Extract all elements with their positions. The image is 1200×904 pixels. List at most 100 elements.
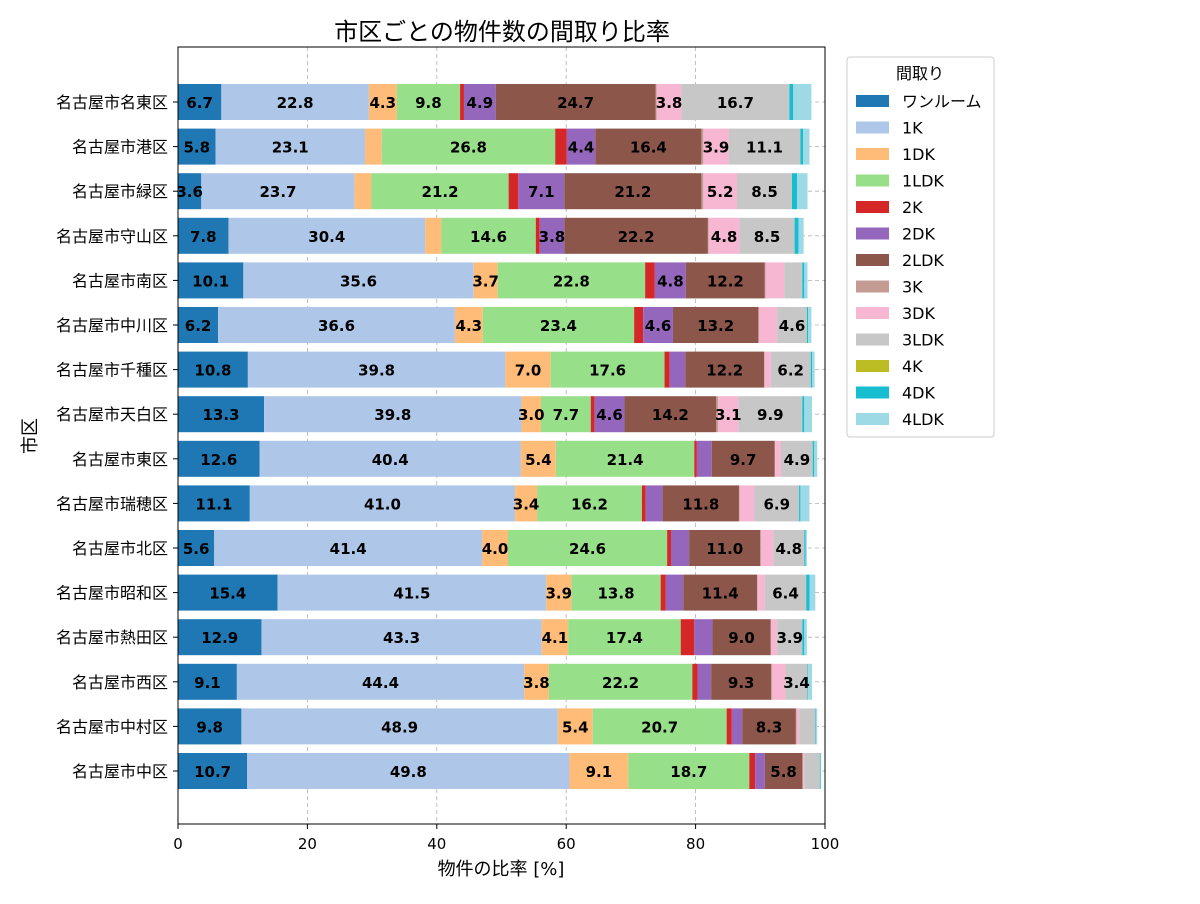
bar-value-label: 4.8 <box>711 228 738 246</box>
bar-segment <box>236 663 525 700</box>
bar-value-label: 49.8 <box>390 763 427 781</box>
bar-segment <box>807 663 809 700</box>
legend-swatch <box>856 280 889 293</box>
bar-segment <box>781 440 813 477</box>
bar-value-label: 3.0 <box>518 406 545 424</box>
bar-value-label: 7.1 <box>528 183 555 201</box>
bar-segment <box>550 351 665 388</box>
bar-segment <box>656 84 682 120</box>
bar-segment <box>178 351 248 388</box>
bar-value-label: 6.2 <box>185 317 212 335</box>
legend-swatch <box>856 174 889 187</box>
bar-segment <box>683 574 758 611</box>
bar-segment <box>645 485 663 522</box>
bar-segment <box>540 396 591 433</box>
x-tick-label: 0 <box>173 835 183 853</box>
bar-segment <box>739 485 755 522</box>
bar-segment <box>396 84 461 120</box>
bar-segment <box>759 307 778 343</box>
bar-value-label: 22.8 <box>277 94 314 112</box>
bar-value-label: 20.7 <box>641 718 678 736</box>
legend-label: 3DK <box>902 304 936 323</box>
bar-value-label: 7.0 <box>515 362 542 380</box>
bar-value-label: 4.6 <box>645 317 672 335</box>
bar-value-label: 3.6 <box>176 183 203 201</box>
legend-swatch <box>856 307 889 319</box>
bar-segment <box>381 128 556 165</box>
bar-value-label: 9.8 <box>196 718 223 736</box>
bar-segment <box>595 128 702 165</box>
bar-value-label: 3.8 <box>523 674 550 692</box>
bar-segment <box>680 619 695 656</box>
bar-value-label: 9.3 <box>728 674 755 692</box>
bar-segment <box>634 307 644 343</box>
bar-segment <box>541 619 569 656</box>
y-tick-label: 名古屋市南区 <box>72 271 168 290</box>
bar-value-label: 3.8 <box>656 94 683 112</box>
bar-segment <box>515 485 538 522</box>
bar-value-label: 5.8 <box>183 139 210 157</box>
bar-value-label: 9.1 <box>586 763 613 781</box>
bar-value-label: 6.4 <box>772 585 799 603</box>
bar-value-label: 3.9 <box>776 629 803 647</box>
bar-value-label: 23.7 <box>259 183 296 201</box>
bar-segment <box>785 663 808 700</box>
bar-segment <box>764 351 765 388</box>
y-axis-label: 市区 <box>20 418 41 454</box>
bar-value-label: 13.3 <box>203 406 240 424</box>
bar-segment <box>771 663 786 700</box>
bar-value-label: 9.7 <box>730 451 757 469</box>
bar-value-label: 16.2 <box>571 495 608 513</box>
bar-segment <box>660 574 666 611</box>
bar-segment <box>804 396 813 433</box>
bar-segment <box>802 619 805 656</box>
bar-value-label: 9.1 <box>194 674 221 692</box>
y-tick-label: 名古屋市守山区 <box>56 227 168 246</box>
bar-segment <box>473 262 498 299</box>
bar-value-label: 22.2 <box>602 674 639 692</box>
x-tick-label: 20 <box>298 835 317 853</box>
bar-segment <box>797 173 808 210</box>
bar-segment <box>564 217 708 254</box>
bar-segment <box>566 128 596 165</box>
bar-segment <box>765 262 785 299</box>
bar-segment <box>804 530 806 566</box>
bar-segment <box>796 708 800 745</box>
bar-value-label: 21.2 <box>614 183 651 201</box>
bar-segment <box>774 440 776 477</box>
bar-segment <box>557 708 593 745</box>
bar-value-label: 40.4 <box>372 451 409 469</box>
chart-title: 市区ごとの物件数の間取り比率 <box>334 18 670 46</box>
bar-segment <box>764 262 766 299</box>
legend-label: 3LDK <box>902 331 944 350</box>
bar-segment <box>178 84 222 120</box>
y-tick-label: 名古屋市中村区 <box>56 717 168 736</box>
bar-value-label: 4.4 <box>568 139 595 157</box>
bar-value-label: 14.6 <box>470 228 507 246</box>
bar-value-label: 4.3 <box>369 94 396 112</box>
bar-value-label: 3.9 <box>703 139 730 157</box>
legend-label: 4LDK <box>902 410 944 429</box>
bar-segment <box>590 396 595 433</box>
bar-segment <box>555 440 695 477</box>
legend-swatch <box>856 413 889 425</box>
bar-value-label: 26.8 <box>450 139 487 157</box>
y-tick-label: 名古屋市名東区 <box>56 93 168 112</box>
bar-value-label: 36.6 <box>318 317 355 335</box>
y-tick-label: 名古屋市天白区 <box>56 405 168 424</box>
bar-segment <box>810 351 813 388</box>
bar-segment <box>178 574 278 611</box>
bar-segment <box>672 307 759 343</box>
bar-value-label: 15.4 <box>209 585 246 603</box>
bar-segment <box>667 530 672 566</box>
bar-segment <box>664 351 670 388</box>
legend-swatch <box>856 360 889 372</box>
bar-segment <box>754 485 800 522</box>
bar-value-label: 3.8 <box>539 228 566 246</box>
x-axis-label: 物件の比率 [%] <box>438 859 565 880</box>
bar-segment <box>777 307 807 343</box>
bar-value-label: 14.2 <box>652 406 689 424</box>
bar-segment <box>738 396 803 433</box>
bar-segment <box>742 708 796 745</box>
bar-segment <box>425 217 442 254</box>
